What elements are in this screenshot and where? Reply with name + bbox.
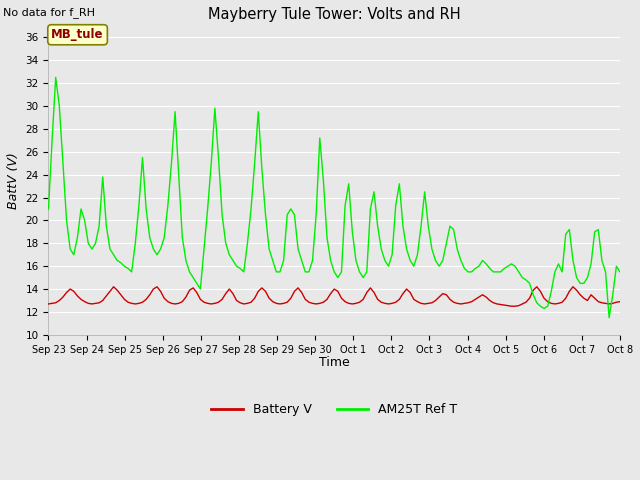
Text: No data for f_RH: No data for f_RH bbox=[3, 7, 95, 18]
Legend: Battery V, AM25T Ref T: Battery V, AM25T Ref T bbox=[207, 398, 462, 421]
Text: MB_tule: MB_tule bbox=[51, 28, 104, 41]
X-axis label: Time: Time bbox=[319, 356, 349, 369]
Title: Mayberry Tule Tower: Volts and RH: Mayberry Tule Tower: Volts and RH bbox=[208, 7, 461, 22]
Y-axis label: BattV (V): BattV (V) bbox=[7, 152, 20, 209]
